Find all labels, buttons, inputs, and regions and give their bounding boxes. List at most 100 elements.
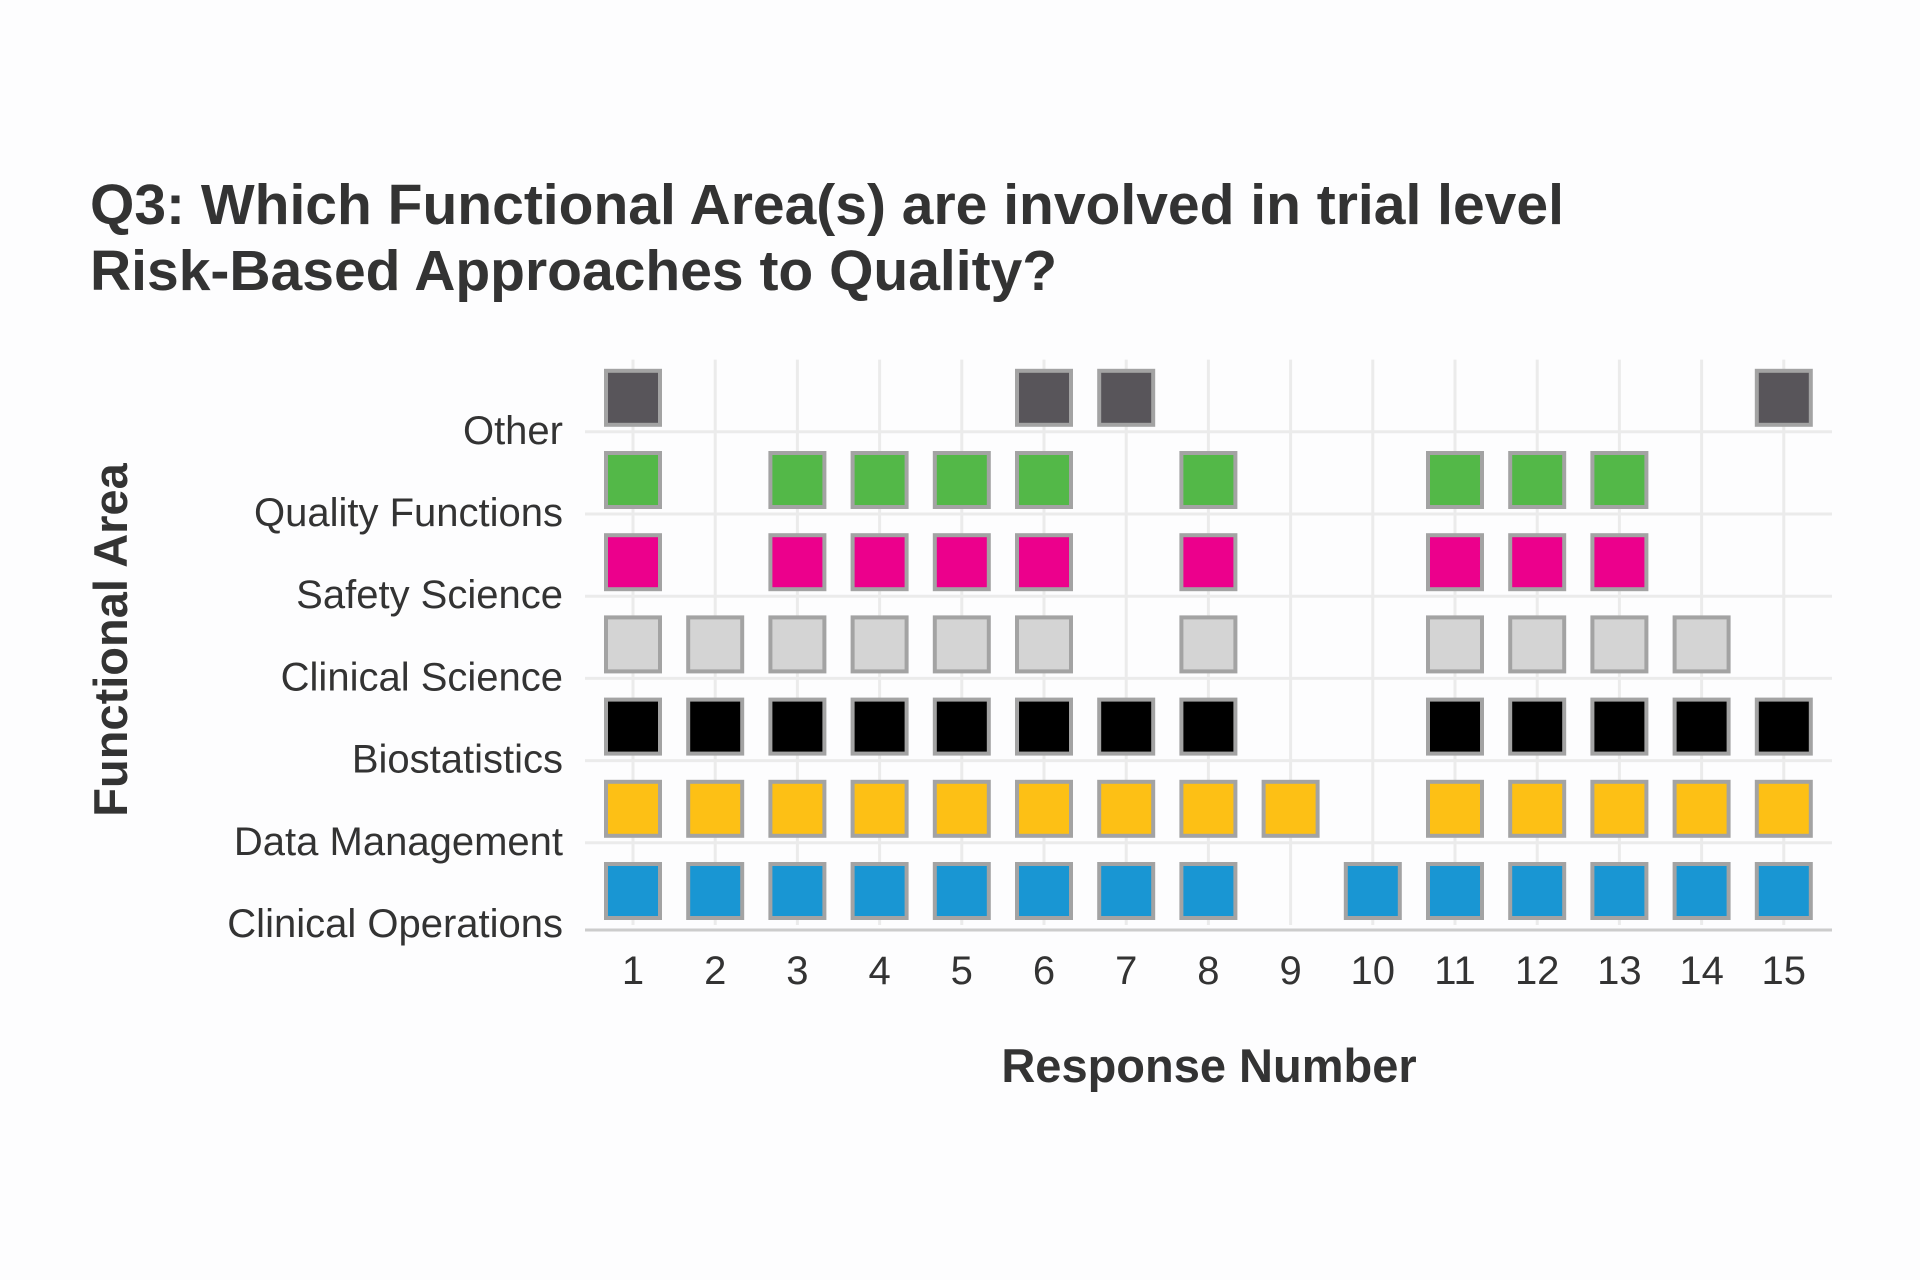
- marker-data-management-15: [1754, 779, 1813, 838]
- marker-clinical-operations-15: [1754, 862, 1813, 920]
- marker-quality-functions-8: [1179, 451, 1238, 509]
- marker-data-management-7: [1097, 779, 1156, 838]
- response-markers: [604, 368, 1813, 920]
- y-axis-title: Functional Area: [84, 462, 137, 816]
- marker-safety-science-6: [1015, 533, 1073, 592]
- marker-safety-science-12: [1508, 533, 1567, 592]
- marker-data-management-2: [686, 779, 745, 838]
- marker-clinical-operations-13: [1590, 862, 1649, 920]
- x-axis-title: Response Number: [1001, 1039, 1416, 1092]
- marker-clinical-operations-6: [1015, 862, 1073, 920]
- marker-clinical-science-5: [932, 615, 991, 674]
- marker-data-management-4: [850, 779, 909, 838]
- marker-biostatistics-3: [768, 697, 827, 756]
- marker-quality-functions-3: [768, 451, 827, 509]
- marker-data-management-13: [1590, 779, 1649, 838]
- marker-data-management-6: [1015, 779, 1073, 838]
- y-tick-label: Clinical Operations: [227, 902, 563, 946]
- x-tick-label: 5: [951, 949, 973, 993]
- marker-data-management-14: [1672, 779, 1731, 838]
- marker-safety-science-4: [850, 533, 909, 592]
- marker-clinical-science-3: [768, 615, 827, 674]
- marker-clinical-science-1: [604, 615, 662, 674]
- marker-clinical-science-11: [1426, 615, 1484, 674]
- marker-biostatistics-1: [604, 697, 662, 756]
- marker-clinical-operations-8: [1179, 862, 1238, 920]
- marker-clinical-science-13: [1590, 615, 1649, 674]
- marker-data-management-8: [1179, 779, 1238, 838]
- y-axis-tick-labels: Clinical Operations Data Management Biosta…: [227, 409, 563, 946]
- x-tick-label: 14: [1679, 949, 1724, 993]
- marker-data-management-9: [1261, 779, 1320, 838]
- marker-quality-functions-6: [1015, 451, 1073, 509]
- chart-title: Q3: Which Functional Area(s) are involve…: [90, 172, 1790, 304]
- x-tick-label: 6: [1033, 949, 1055, 993]
- marker-clinical-operations-5: [932, 862, 991, 920]
- marker-clinical-science-8: [1179, 615, 1238, 674]
- y-tick-label: Data Management: [234, 820, 563, 864]
- chart-title-line-2: Risk-Based Approaches to Quality?: [90, 239, 1058, 303]
- marker-clinical-science-14: [1672, 615, 1731, 674]
- marker-data-management-5: [932, 779, 991, 838]
- marker-biostatistics-4: [850, 697, 909, 756]
- marker-safety-science-8: [1179, 533, 1238, 592]
- marker-clinical-operations-2: [686, 862, 745, 920]
- marker-clinical-operations-1: [604, 862, 662, 920]
- x-tick-label: 13: [1597, 949, 1642, 993]
- marker-clinical-operations-7: [1097, 862, 1156, 920]
- marker-safety-science-1: [604, 533, 662, 592]
- x-tick-label: 7: [1115, 949, 1137, 993]
- y-tick-label: Clinical Science: [281, 655, 563, 699]
- marker-biostatistics-2: [686, 697, 745, 756]
- marker-biostatistics-5: [932, 697, 991, 756]
- marker-clinical-operations-10: [1343, 862, 1402, 920]
- x-tick-label: 15: [1762, 949, 1807, 993]
- x-tick-label: 11: [1434, 949, 1476, 993]
- marker-quality-functions-1: [604, 451, 662, 509]
- marker-biostatistics-6: [1015, 697, 1073, 756]
- y-tick-label: Safety Science: [296, 573, 563, 617]
- x-tick-label: 1: [622, 949, 644, 993]
- x-tick-label: 4: [868, 949, 890, 993]
- marker-quality-functions-12: [1508, 451, 1567, 509]
- marker-clinical-science-12: [1508, 615, 1567, 674]
- marker-biostatistics-11: [1426, 697, 1484, 756]
- y-tick-label: Other: [463, 409, 563, 453]
- marker-clinical-operations-11: [1426, 862, 1484, 920]
- marker-data-management-11: [1426, 779, 1484, 838]
- marker-clinical-science-6: [1015, 615, 1073, 674]
- x-tick-label: 3: [786, 949, 808, 993]
- marker-clinical-science-4: [850, 615, 909, 674]
- marker-safety-science-13: [1590, 533, 1649, 592]
- marker-quality-functions-4: [850, 451, 909, 509]
- x-tick-label: 12: [1515, 949, 1560, 993]
- marker-clinical-science-2: [686, 615, 745, 674]
- marker-quality-functions-13: [1590, 451, 1649, 509]
- x-axis-tick-labels: 1 2 3 4 5 6 7 8 9 10 11 12 13 14 15: [622, 949, 1806, 993]
- marker-data-management-3: [768, 779, 827, 838]
- y-tick-label: Biostatistics: [352, 738, 563, 782]
- marker-clinical-operations-4: [850, 862, 909, 920]
- x-tick-label: 9: [1279, 949, 1301, 993]
- x-tick-label: 10: [1351, 949, 1396, 993]
- marker-other-7: [1097, 368, 1156, 427]
- marker-biostatistics-14: [1672, 697, 1731, 756]
- marker-biostatistics-13: [1590, 697, 1649, 756]
- x-tick-label: 2: [704, 949, 726, 993]
- x-tick-label: 8: [1197, 949, 1219, 993]
- marker-other-15: [1754, 368, 1813, 427]
- marker-biostatistics-7: [1097, 697, 1156, 756]
- marker-quality-functions-11: [1426, 451, 1484, 509]
- marker-biostatistics-12: [1508, 697, 1567, 756]
- marker-data-management-12: [1508, 779, 1567, 838]
- marker-biostatistics-8: [1179, 697, 1238, 756]
- chart-title-line-1: Q3: Which Functional Area(s) are involve…: [90, 173, 1564, 237]
- marker-clinical-operations-12: [1508, 862, 1567, 920]
- marker-safety-science-5: [932, 533, 991, 592]
- marker-data-management-1: [604, 779, 662, 838]
- marker-other-1: [604, 368, 662, 427]
- marker-biostatistics-15: [1754, 697, 1813, 756]
- marker-safety-science-3: [768, 533, 827, 592]
- marker-other-6: [1015, 368, 1073, 427]
